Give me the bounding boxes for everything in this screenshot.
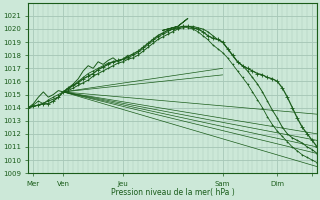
X-axis label: Pression niveau de la mer( hPa ): Pression niveau de la mer( hPa ) (111, 188, 235, 197)
